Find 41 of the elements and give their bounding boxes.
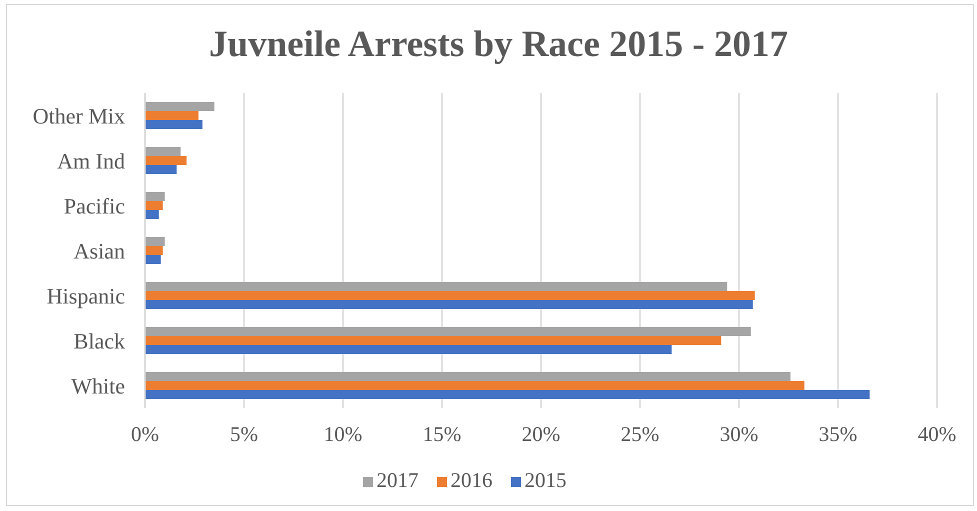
bar <box>145 201 163 210</box>
bar <box>145 300 753 309</box>
bar <box>145 381 804 390</box>
bar <box>145 210 159 219</box>
x-tick-label: 25% <box>620 422 660 446</box>
legend-label: 2016 <box>450 468 492 492</box>
bar <box>145 147 181 156</box>
y-tick-label: Black <box>74 328 125 354</box>
x-tick-label: 0% <box>131 422 159 446</box>
x-tick-label: 35% <box>818 422 858 446</box>
y-tick-label: Pacific <box>64 193 126 218</box>
bar <box>145 255 161 264</box>
bar <box>145 345 672 354</box>
chart-title: Juvneile Arrests by Race 2015 - 2017 <box>208 23 789 67</box>
y-tick-label: Am Ind <box>57 148 125 174</box>
bar <box>145 282 728 291</box>
bar <box>145 165 177 174</box>
bar <box>145 237 165 246</box>
bar <box>145 102 214 111</box>
bar <box>145 246 163 255</box>
x-tick-label: 20% <box>522 422 560 446</box>
bar <box>145 336 722 345</box>
x-tick-label: 40% <box>918 422 956 446</box>
bar <box>145 327 751 336</box>
y-tick-label: Asian <box>74 238 125 264</box>
x-tick-label: 15% <box>422 422 462 446</box>
x-tick-label: 5% <box>230 422 258 446</box>
bar <box>145 156 187 165</box>
x-tick-label: 30% <box>720 422 758 446</box>
x-tick-label: 10% <box>324 422 362 446</box>
y-tick-label: Hispanic <box>46 283 126 308</box>
bar <box>145 390 870 399</box>
bar <box>145 192 165 201</box>
bar <box>145 372 790 381</box>
bar <box>145 111 198 120</box>
y-tick-label: White <box>71 373 125 398</box>
legend-label: 2015 <box>524 468 566 492</box>
bar <box>145 291 755 300</box>
legend-label: 2017 <box>376 468 418 492</box>
bar <box>145 120 202 129</box>
y-tick-label: Other Mix <box>32 103 125 128</box>
